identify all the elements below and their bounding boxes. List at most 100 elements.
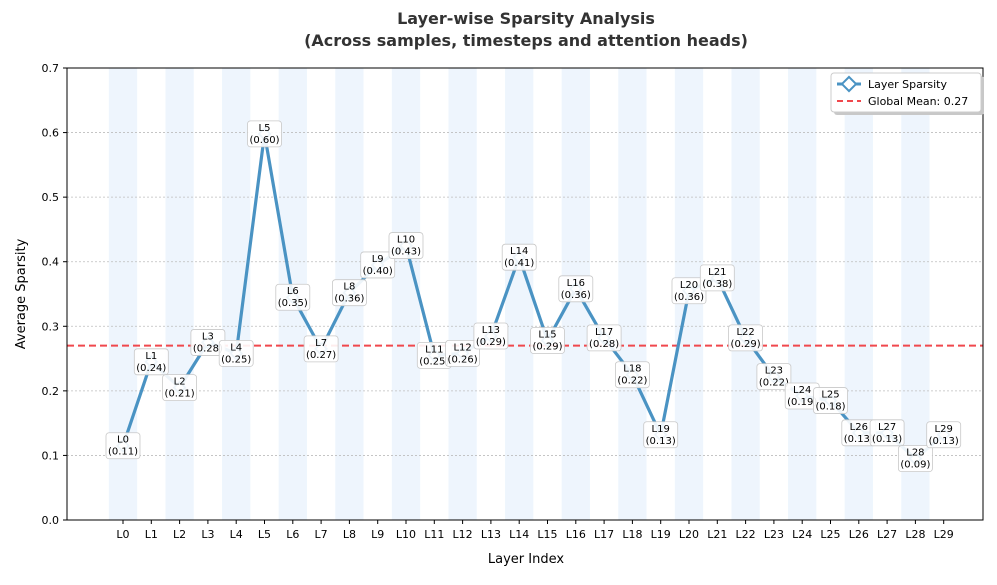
data-label-box bbox=[615, 361, 650, 389]
data-label-box bbox=[756, 363, 792, 391]
data-label-text: (0.24) bbox=[136, 363, 166, 374]
data-label-l12: L12(0.26) bbox=[445, 340, 481, 367]
data-label-l28: L28(0.09) bbox=[898, 445, 933, 473]
data-label-l19: L19(0.13) bbox=[643, 421, 679, 449]
legend: Layer Sparsity Global Mean: 0.27 bbox=[830, 72, 984, 115]
data-label-text: L0 bbox=[117, 435, 129, 446]
data-label-box bbox=[218, 340, 254, 367]
data-label-l2: L2(0.21) bbox=[162, 374, 198, 402]
data-label-text: L28 bbox=[906, 448, 924, 459]
data-label-box bbox=[388, 232, 424, 259]
data-label-l4: L4(0.25) bbox=[218, 340, 254, 367]
data-label-text: (0.36) bbox=[334, 294, 364, 305]
data-label-l1: L1(0.24) bbox=[133, 348, 169, 376]
y-tick-label: 0.5 bbox=[42, 191, 60, 204]
data-label-text: (0.13) bbox=[872, 434, 902, 445]
data-label-box bbox=[699, 264, 735, 292]
data-label-text: (0.11) bbox=[108, 447, 138, 458]
data-label-text: (0.41) bbox=[504, 258, 534, 269]
data-label-box bbox=[926, 421, 962, 449]
data-label-text: L3 bbox=[202, 331, 214, 342]
data-label-text: L6 bbox=[287, 286, 299, 297]
axes bbox=[63, 67, 984, 524]
y-tick-labels: 0.0 0.1 0.2 0.3 0.4 0.5 0.6 0.7 bbox=[42, 62, 60, 527]
data-label-text: (0.36) bbox=[561, 290, 591, 301]
band-l4 bbox=[222, 68, 251, 520]
data-label-text: (0.13) bbox=[929, 436, 959, 447]
y-tick-label: 0.0 bbox=[42, 514, 60, 527]
data-label-l22: L22(0.29) bbox=[728, 324, 763, 352]
data-label-text: (0.40) bbox=[363, 266, 393, 277]
data-label-text: L2 bbox=[174, 377, 186, 388]
x-tick-label: L17 bbox=[594, 528, 614, 541]
data-label-text: L21 bbox=[708, 267, 726, 278]
data-label-text: (0.28) bbox=[589, 339, 619, 350]
data-label-text: L9 bbox=[372, 254, 384, 265]
data-label-box bbox=[162, 374, 198, 402]
band-l28 bbox=[901, 68, 930, 520]
data-label-text: L4 bbox=[230, 342, 242, 353]
x-tick-label: L25 bbox=[820, 528, 840, 541]
data-label-text: L19 bbox=[652, 424, 670, 435]
data-label-text: L17 bbox=[595, 327, 613, 338]
data-label-l15: L15(0.29) bbox=[530, 327, 565, 354]
x-tick-label: L14 bbox=[509, 528, 529, 541]
x-tick-label: L15 bbox=[537, 528, 557, 541]
band-l10 bbox=[391, 68, 421, 520]
data-label-box bbox=[530, 327, 565, 354]
y-tick-label: 0.3 bbox=[42, 320, 60, 333]
y-axis-label: Average Sparsity bbox=[14, 238, 29, 349]
data-label-text: (0.29) bbox=[532, 341, 562, 352]
data-label-text: (0.25) bbox=[221, 354, 251, 365]
data-label-text: L16 bbox=[567, 278, 585, 289]
x-tick-label: L19 bbox=[651, 528, 671, 541]
data-label-box bbox=[275, 283, 311, 311]
data-label-text: (0.36) bbox=[674, 292, 704, 303]
data-label-text: L25 bbox=[821, 390, 839, 401]
data-label-l18: L18(0.22) bbox=[615, 361, 650, 389]
data-label-text: (0.13) bbox=[844, 434, 874, 445]
data-label-text: (0.26) bbox=[448, 354, 478, 365]
legend-box bbox=[830, 72, 982, 113]
x-tick-label: L3 bbox=[201, 528, 214, 541]
band-l24 bbox=[788, 68, 817, 520]
x-tick-label: L1 bbox=[145, 528, 158, 541]
data-label-l6: L6(0.35) bbox=[275, 283, 311, 311]
data-label-box bbox=[303, 335, 339, 363]
data-label-l11: L11(0.25) bbox=[416, 341, 452, 369]
data-label-text: L12 bbox=[453, 342, 471, 353]
band-l26 bbox=[844, 68, 873, 520]
chart-title: Layer-wise Sparsity Analysis bbox=[397, 9, 655, 28]
x-tick-label: L23 bbox=[764, 528, 784, 541]
data-label-l14: L14(0.41) bbox=[501, 243, 537, 271]
data-label-text: (0.29) bbox=[731, 339, 761, 350]
legend-diamond-icon bbox=[840, 75, 858, 93]
data-label-text: (0.28) bbox=[193, 343, 223, 354]
x-tick-label: L0 bbox=[116, 528, 129, 541]
x-tick-label: L12 bbox=[453, 528, 473, 541]
data-label-l9: L9(0.40) bbox=[360, 251, 396, 279]
x-tick-label: L6 bbox=[286, 528, 299, 541]
data-label-box bbox=[558, 275, 594, 303]
data-label-text: L23 bbox=[765, 366, 783, 377]
x-tick-label: L13 bbox=[481, 528, 501, 541]
plot-frame bbox=[66, 67, 984, 521]
data-label-l7: L7(0.27) bbox=[303, 335, 339, 363]
data-label-text: L11 bbox=[425, 344, 443, 355]
data-label-box bbox=[501, 243, 537, 271]
data-label-text: L20 bbox=[680, 280, 698, 291]
x-tick-label: L16 bbox=[566, 528, 586, 541]
data-label-text: L8 bbox=[343, 282, 355, 293]
data-label-text: (0.25) bbox=[419, 356, 449, 367]
data-label-text: L5 bbox=[259, 123, 271, 134]
data-label-box bbox=[331, 279, 367, 307]
x-tick-label: L22 bbox=[736, 528, 756, 541]
data-label-l8: L8(0.36) bbox=[331, 279, 367, 307]
x-tick-label: L26 bbox=[849, 528, 869, 541]
legend-series-label: Layer Sparsity bbox=[868, 78, 947, 91]
data-label-box bbox=[586, 324, 622, 352]
data-label-layer: L0(0.11)L1(0.24)L2(0.21)L3(0.28) L4(0.25)… bbox=[105, 120, 962, 473]
x-tick-label: L9 bbox=[371, 528, 384, 541]
